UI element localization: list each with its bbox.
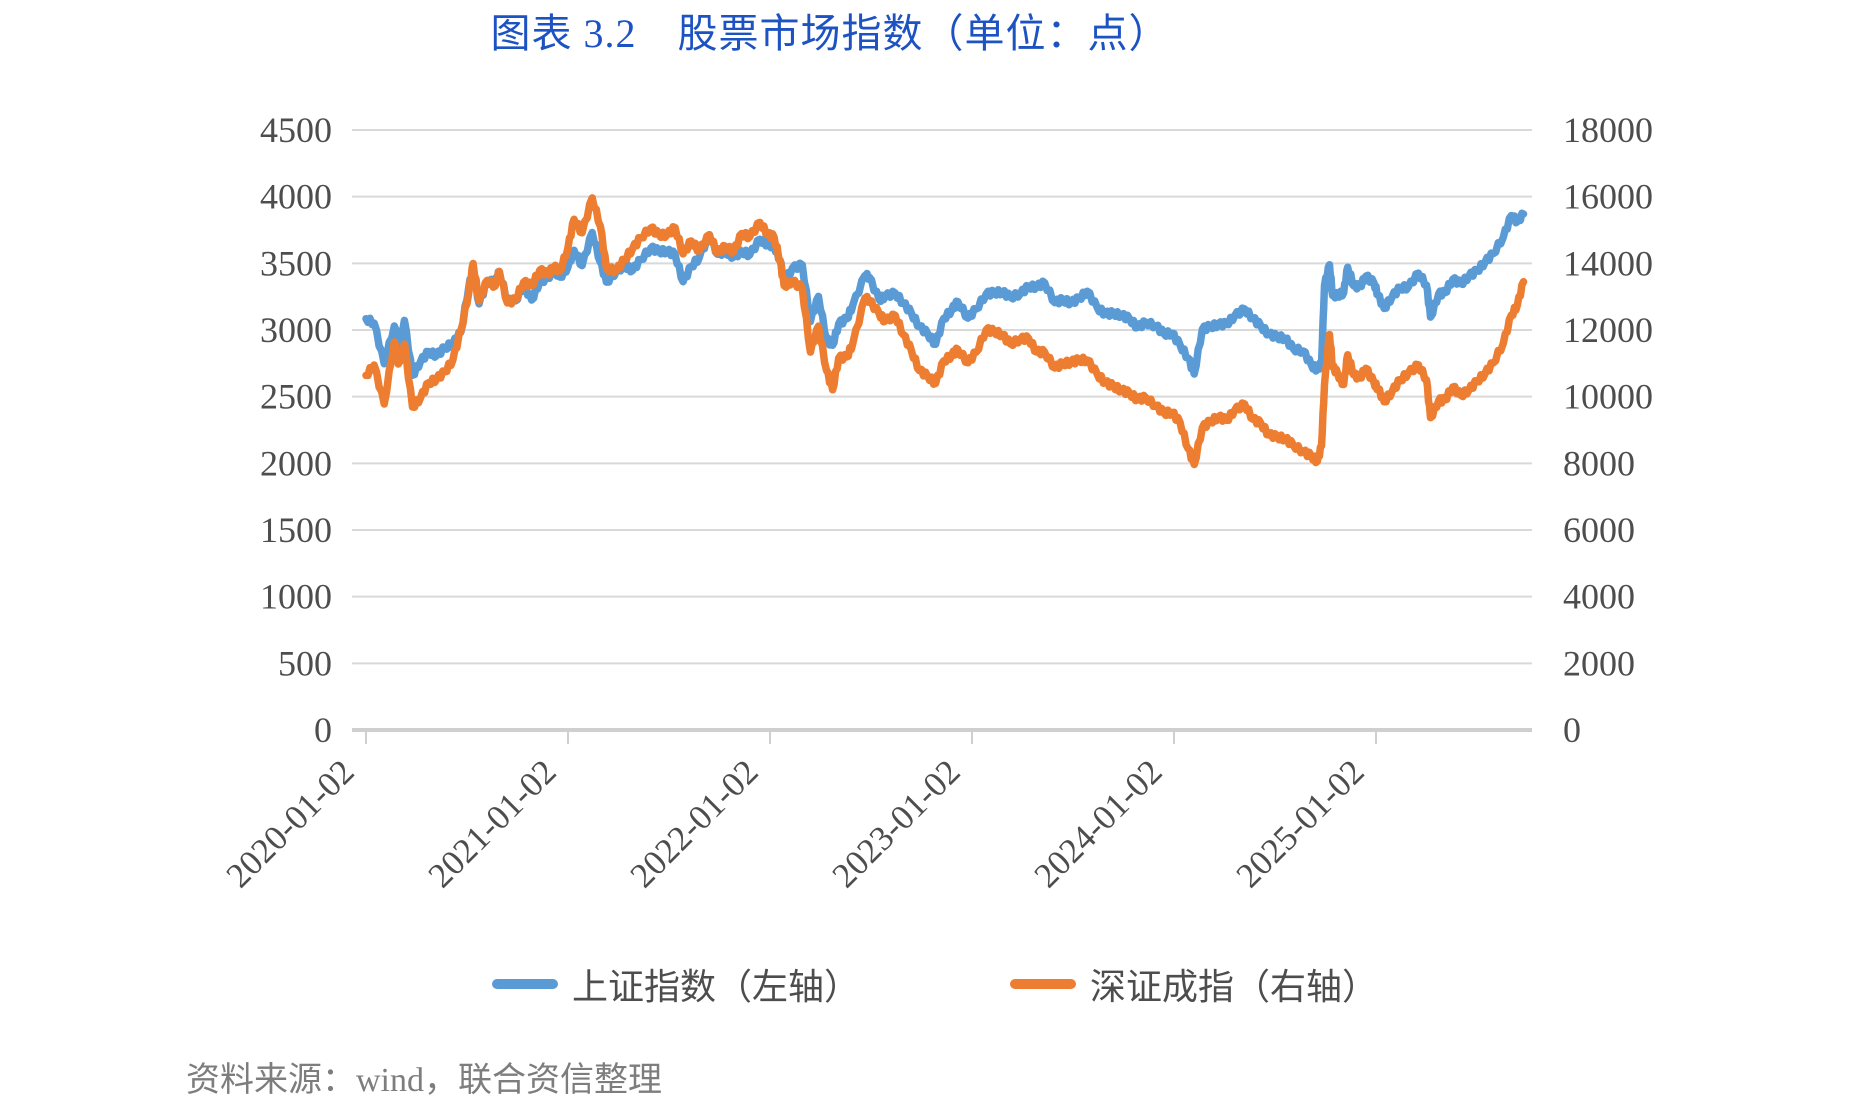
x-tick-label: 2023-01-02 [825, 752, 968, 895]
right-axis-tick-label: 8000 [1563, 443, 1635, 483]
legend-item-shenzhen-index: 深证成指（右轴） [1010, 958, 1378, 1010]
shenzhen-index-line [362, 194, 1528, 469]
right-axis-tick-label: 2000 [1563, 643, 1635, 683]
x-tick-label: 2021-01-02 [421, 752, 564, 895]
left-axis-tick-label: 4500 [260, 110, 332, 150]
right-axis-tick-label: 4000 [1563, 577, 1635, 617]
x-tick-label: 2022-01-02 [623, 752, 766, 895]
legend-item-shanghai-index: 上证指数（左轴） [491, 958, 860, 1010]
right-axis-tick-label: 14000 [1563, 243, 1653, 283]
right-axis-tick-label: 16000 [1563, 177, 1653, 217]
right-axis-tick-label: 0 [1563, 710, 1581, 750]
left-axis-tick-label: 4000 [260, 177, 332, 217]
left-axis-tick-label: 500 [278, 643, 332, 683]
left-axis-tick-label: 1000 [260, 577, 332, 617]
right-axis-tick-label: 18000 [1563, 110, 1653, 150]
legend-label-shenzhen-index: 深证成指（右轴） [1090, 967, 1379, 1007]
left-axis-tick-label: 1500 [260, 510, 332, 550]
legend-label-shanghai-index: 上证指数（左轴） [571, 967, 860, 1007]
left-axis-tick-label: 2000 [260, 443, 332, 483]
right-axis-tick-label: 6000 [1563, 510, 1635, 550]
chart-legend: 上证指数（左轴） 深证成指（右轴） [0, 958, 1870, 1010]
x-tick-label: 2024-01-02 [1027, 752, 1170, 895]
chart-title: 图表 3.2 股票市场指数（单位：点） [490, 11, 1170, 56]
data-source-note: 资料来源：wind，联合资信整理 [186, 1062, 662, 1099]
right-axis-tick-label: 10000 [1563, 377, 1653, 417]
x-tick-label: 2020-01-02 [219, 752, 362, 895]
left-axis-tick-label: 0 [314, 710, 332, 750]
right-axis-tick-label: 12000 [1563, 310, 1653, 350]
shanghai-index-line-swatch [491, 979, 558, 989]
left-axis-tick-label: 3500 [260, 243, 332, 283]
left-axis-tick-label: 2500 [260, 377, 332, 417]
left-axis-tick-label: 3000 [260, 310, 332, 350]
shanghai-index-line [362, 209, 1528, 380]
x-tick-label: 2025-01-02 [1229, 752, 1372, 895]
shenzhen-index-line-swatch [1010, 979, 1076, 989]
